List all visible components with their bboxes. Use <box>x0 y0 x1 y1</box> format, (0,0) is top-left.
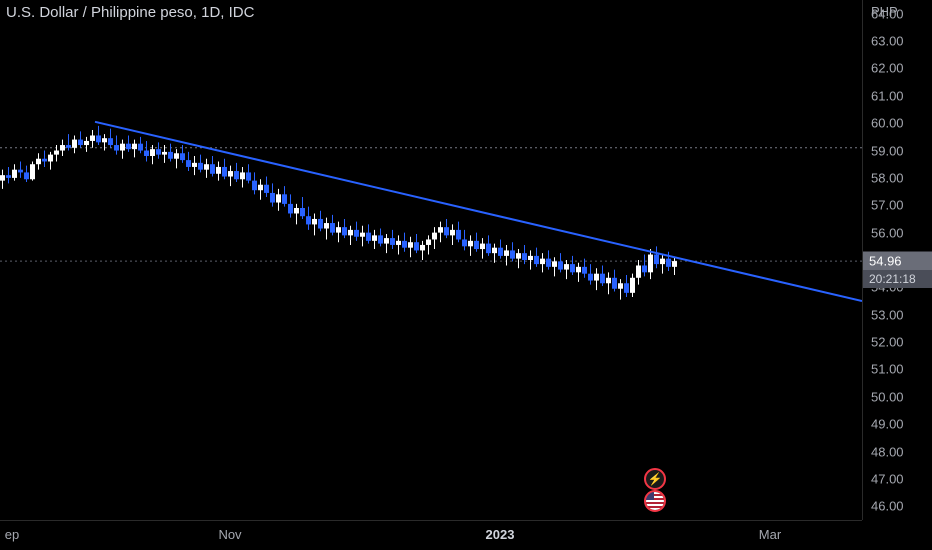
y-axis-tick: 50.00 <box>871 389 904 404</box>
y-axis-tick: 53.00 <box>871 307 904 322</box>
y-axis-tick: 56.00 <box>871 225 904 240</box>
y-axis-tick: 60.00 <box>871 116 904 131</box>
y-axis-tick: 64.00 <box>871 6 904 21</box>
x-axis-tick: 2023 <box>486 527 515 542</box>
y-axis-tick: 48.00 <box>871 444 904 459</box>
y-axis-tick: 46.00 <box>871 499 904 514</box>
y-axis-tick: 47.00 <box>871 471 904 486</box>
current-price-label: 54.96 <box>863 252 932 271</box>
chart-container: U.S. Dollar / Philippine peso, 1D, IDC ⚡… <box>0 0 932 550</box>
y-axis[interactable]: PHP 64.0063.0062.0061.0060.0059.0058.005… <box>862 0 932 520</box>
y-axis-tick: 61.00 <box>871 88 904 103</box>
chart-svg[interactable] <box>0 0 862 520</box>
y-axis-tick: 62.00 <box>871 61 904 76</box>
chart-title: U.S. Dollar / Philippine peso, 1D, IDC <box>6 4 254 21</box>
y-axis-tick: 58.00 <box>871 170 904 185</box>
y-axis-tick: 57.00 <box>871 198 904 213</box>
plot-area[interactable]: ⚡ <box>0 0 862 520</box>
x-axis-tick: Mar <box>759 527 781 542</box>
x-axis-tick: Nov <box>218 527 241 542</box>
y-axis-tick: 52.00 <box>871 335 904 350</box>
event-lightning-icon[interactable]: ⚡ <box>644 468 666 490</box>
y-axis-tick: 51.00 <box>871 362 904 377</box>
x-axis-tick: ep <box>5 527 19 542</box>
event-flag-us-icon[interactable] <box>644 490 666 512</box>
y-axis-tick: 59.00 <box>871 143 904 158</box>
y-axis-tick: 49.00 <box>871 417 904 432</box>
y-axis-tick: 63.00 <box>871 34 904 49</box>
countdown-label: 20:21:18 <box>863 270 932 288</box>
x-axis[interactable]: ep Nov 2023 Mar <box>0 520 862 550</box>
